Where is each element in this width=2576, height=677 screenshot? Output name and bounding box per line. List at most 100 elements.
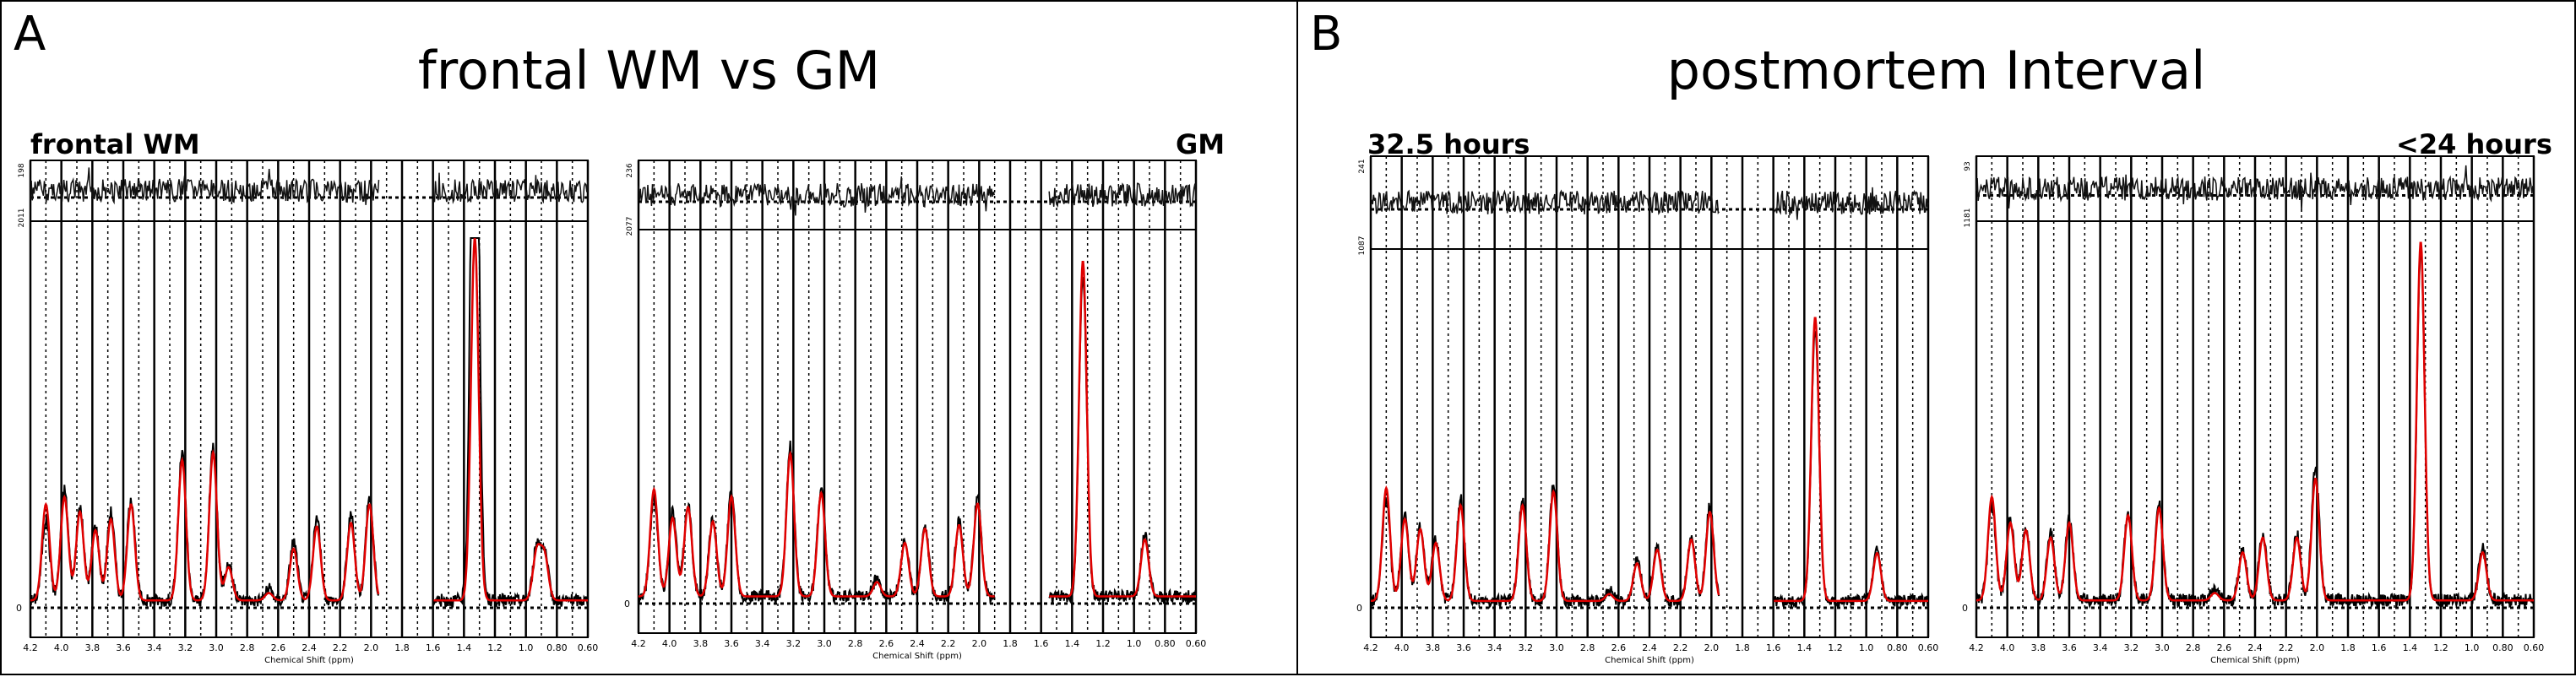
x-tick-label: 2.4	[302, 642, 317, 653]
residual-tick-label: 198	[18, 163, 26, 177]
spectrum-series-line	[639, 260, 1196, 598]
x-tick-label: 1.8	[2340, 642, 2356, 653]
x-tick-label: 1.0	[1127, 638, 1142, 649]
x-tick-label: 1.0	[2465, 642, 2480, 653]
x-tick-label: 4.2	[1969, 642, 1984, 653]
x-tick-label: 3.2	[2124, 642, 2139, 653]
x-tick-label: 4.2	[631, 638, 646, 649]
x-tick-label: 3.4	[755, 638, 770, 649]
spectrum-series-line	[1370, 317, 1928, 603]
y-tick-label: 0	[16, 603, 22, 614]
chart-subtitle: GM	[1176, 128, 1226, 160]
residual-tick-label: 1181	[1964, 209, 1972, 228]
x-tick-label: 1.8	[1735, 642, 1750, 653]
x-tick-label: 3.6	[2062, 642, 2077, 653]
x-tick-label: 1.8	[394, 642, 410, 653]
x-tick-label: 4.2	[1363, 642, 1378, 653]
x-tick-label: 2.4	[2247, 642, 2263, 653]
x-tick-label: 3.8	[85, 642, 101, 653]
x-tick-label: 3.0	[1549, 642, 1564, 653]
x-tick-label: 4.0	[662, 638, 677, 649]
y-tick-label: 0	[1962, 603, 1968, 614]
x-tick-label: 1.6	[426, 642, 441, 653]
panel-title: frontal WM vs GM	[417, 40, 881, 101]
residual-trace	[638, 176, 1197, 216]
y-tick-label: 0	[1356, 603, 1362, 614]
spectrum-series-line	[30, 238, 588, 602]
residual-tick-label: 1087	[1358, 236, 1367, 256]
x-tick-label: 2.0	[2310, 642, 2325, 653]
x-tick-label: 3.2	[1519, 642, 1534, 653]
x-tick-label: 4.0	[1394, 642, 1410, 653]
x-tick-label: 3.4	[2093, 642, 2108, 653]
x-tick-label: 1.6	[2372, 642, 2387, 653]
x-tick-label: 1.2	[2433, 642, 2448, 653]
residual-trace	[1975, 165, 2535, 212]
x-tick-label: 1.4	[2403, 642, 2418, 653]
x-tick-label: 3.8	[2031, 642, 2046, 653]
x-tick-label: 1.4	[1065, 638, 1080, 649]
x-tick-label: 3.0	[2155, 642, 2170, 653]
x-axis-label: Chemical Shift (ppm)	[264, 656, 354, 665]
y-tick-label: 0	[624, 598, 630, 609]
x-tick-label: 0.60	[2524, 642, 2545, 653]
x-tick-label: 3.2	[786, 638, 802, 649]
x-tick-label: 2.0	[364, 642, 379, 653]
spectrum-series-line	[1976, 241, 2534, 602]
x-tick-label: 1.0	[1859, 642, 1874, 653]
x-tick-label: 2.2	[333, 642, 348, 653]
x-tick-label: 1.0	[519, 642, 534, 653]
x-tick-label: 0.60	[1186, 638, 1207, 649]
x-tick-label: 3.0	[209, 642, 224, 653]
x-tick-label: 2.4	[1642, 642, 1657, 653]
x-tick-label: 2.8	[240, 642, 255, 653]
x-tick-label: 0.80	[1887, 642, 1908, 653]
x-tick-label: 0.60	[578, 642, 599, 653]
x-tick-label: 1.2	[487, 642, 503, 653]
x-tick-label: 1.4	[457, 642, 472, 653]
x-tick-label: 1.6	[1766, 642, 1781, 653]
x-tick-label: 3.6	[1456, 642, 1471, 653]
x-tick-label: 3.6	[116, 642, 131, 653]
x-tick-label: 3.8	[1426, 642, 1441, 653]
x-tick-label: 1.8	[1003, 638, 1018, 649]
x-tick-label: 4.0	[54, 642, 69, 653]
panel-letter: B	[1310, 7, 1343, 62]
x-tick-label: 2.0	[972, 638, 987, 649]
x-tick-label: 2.2	[1673, 642, 1688, 653]
residual-tick-label: 2011	[18, 209, 26, 228]
residual-tick-label: 236	[626, 163, 634, 177]
x-tick-label: 3.4	[1487, 642, 1503, 653]
x-tick-label: 2.8	[1580, 642, 1595, 653]
x-tick-label: 1.6	[1034, 638, 1049, 649]
x-tick-label: 3.0	[817, 638, 832, 649]
x-tick-label: 3.2	[178, 642, 193, 653]
x-axis-label: Chemical Shift (ppm)	[872, 652, 962, 661]
x-tick-label: 0.60	[1918, 642, 1939, 653]
x-tick-label: 2.2	[2279, 642, 2294, 653]
x-tick-label: 1.2	[1095, 638, 1111, 649]
x-tick-label: 2.0	[1704, 642, 1720, 653]
panel-b: B postmortem Interval 32.5 hours <24 hou…	[1296, 0, 2576, 675]
residual-trace	[1370, 187, 1929, 220]
chart-subtitle: <24 hours	[2396, 128, 2552, 160]
residual-tick-label: 241	[1358, 159, 1367, 173]
x-axis-label: Chemical Shift (ppm)	[1605, 656, 1694, 665]
x-tick-label: 3.4	[147, 642, 162, 653]
x-tick-label: 2.8	[2186, 642, 2201, 653]
x-tick-label: 1.4	[1797, 642, 1812, 653]
x-tick-label: 3.6	[724, 638, 739, 649]
residual-tick-label: 2077	[626, 217, 634, 236]
x-tick-label: 4.2	[23, 642, 38, 653]
chart-subtitle: frontal WM	[30, 128, 200, 160]
panel-letter: A	[14, 7, 46, 62]
x-axis-label: Chemical Shift (ppm)	[2210, 656, 2300, 665]
x-tick-label: 2.4	[910, 638, 925, 649]
residual-tick-label: 93	[1964, 161, 1972, 171]
x-tick-label: 1.2	[1828, 642, 1843, 653]
x-tick-label: 2.6	[2217, 642, 2232, 653]
